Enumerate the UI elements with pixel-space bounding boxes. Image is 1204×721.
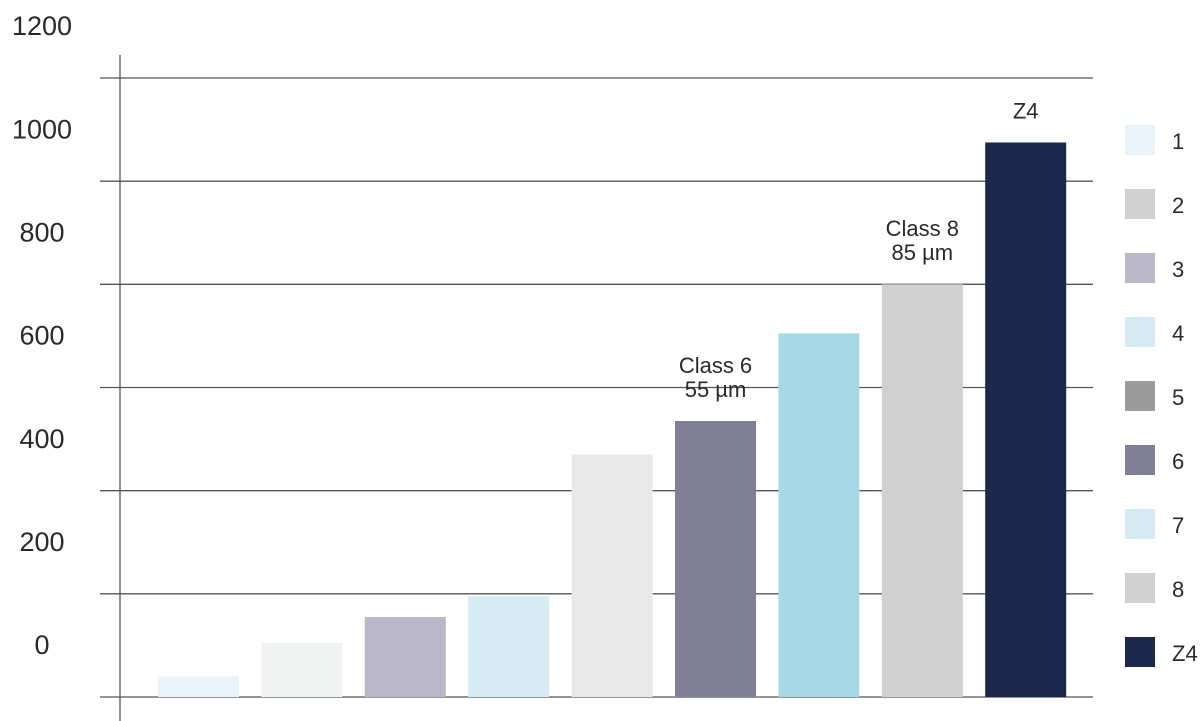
y-tick-label: 200 bbox=[19, 527, 64, 557]
annotation: 85 µm bbox=[892, 240, 954, 265]
bar bbox=[158, 676, 239, 697]
y-tick-label: 600 bbox=[19, 321, 64, 351]
bar bbox=[881, 284, 963, 697]
legend-label: 2 bbox=[1172, 193, 1184, 218]
legend-swatch bbox=[1125, 637, 1155, 667]
y-tick-label: 1200 bbox=[12, 11, 72, 41]
bar bbox=[468, 596, 550, 697]
y-tick-label: 1000 bbox=[12, 114, 72, 144]
legend-label: 5 bbox=[1172, 385, 1184, 410]
legend-swatch bbox=[1125, 381, 1155, 411]
legend-label: 3 bbox=[1172, 257, 1184, 282]
legend-swatch bbox=[1125, 509, 1155, 539]
legend-label: 1 bbox=[1172, 129, 1184, 154]
bar bbox=[778, 333, 860, 697]
legend-swatch bbox=[1125, 317, 1155, 347]
bar bbox=[675, 421, 756, 697]
legend-label: 8 bbox=[1172, 577, 1184, 602]
legend-swatch bbox=[1125, 253, 1155, 283]
legend-swatch bbox=[1125, 445, 1155, 475]
y-tick-label: 800 bbox=[19, 217, 64, 247]
legend-label: 7 bbox=[1172, 513, 1184, 538]
legend-swatch bbox=[1125, 189, 1155, 219]
legend-swatch bbox=[1125, 573, 1155, 603]
annotation: Class 6 bbox=[679, 353, 752, 378]
bar bbox=[985, 142, 1067, 697]
legend-label: 4 bbox=[1172, 321, 1184, 346]
annotation: Z4 bbox=[1013, 98, 1039, 123]
annotation: Class 8 bbox=[886, 216, 959, 241]
y-tick-label: 400 bbox=[19, 424, 64, 454]
annotation: 55 µm bbox=[685, 377, 747, 402]
legend-label: 6 bbox=[1172, 449, 1184, 474]
bar bbox=[571, 454, 653, 697]
y-tick-label: 0 bbox=[34, 630, 49, 660]
bar bbox=[261, 642, 343, 697]
legend-swatch bbox=[1125, 125, 1155, 155]
bar bbox=[364, 617, 446, 697]
legend-label: Z4 bbox=[1172, 641, 1198, 666]
